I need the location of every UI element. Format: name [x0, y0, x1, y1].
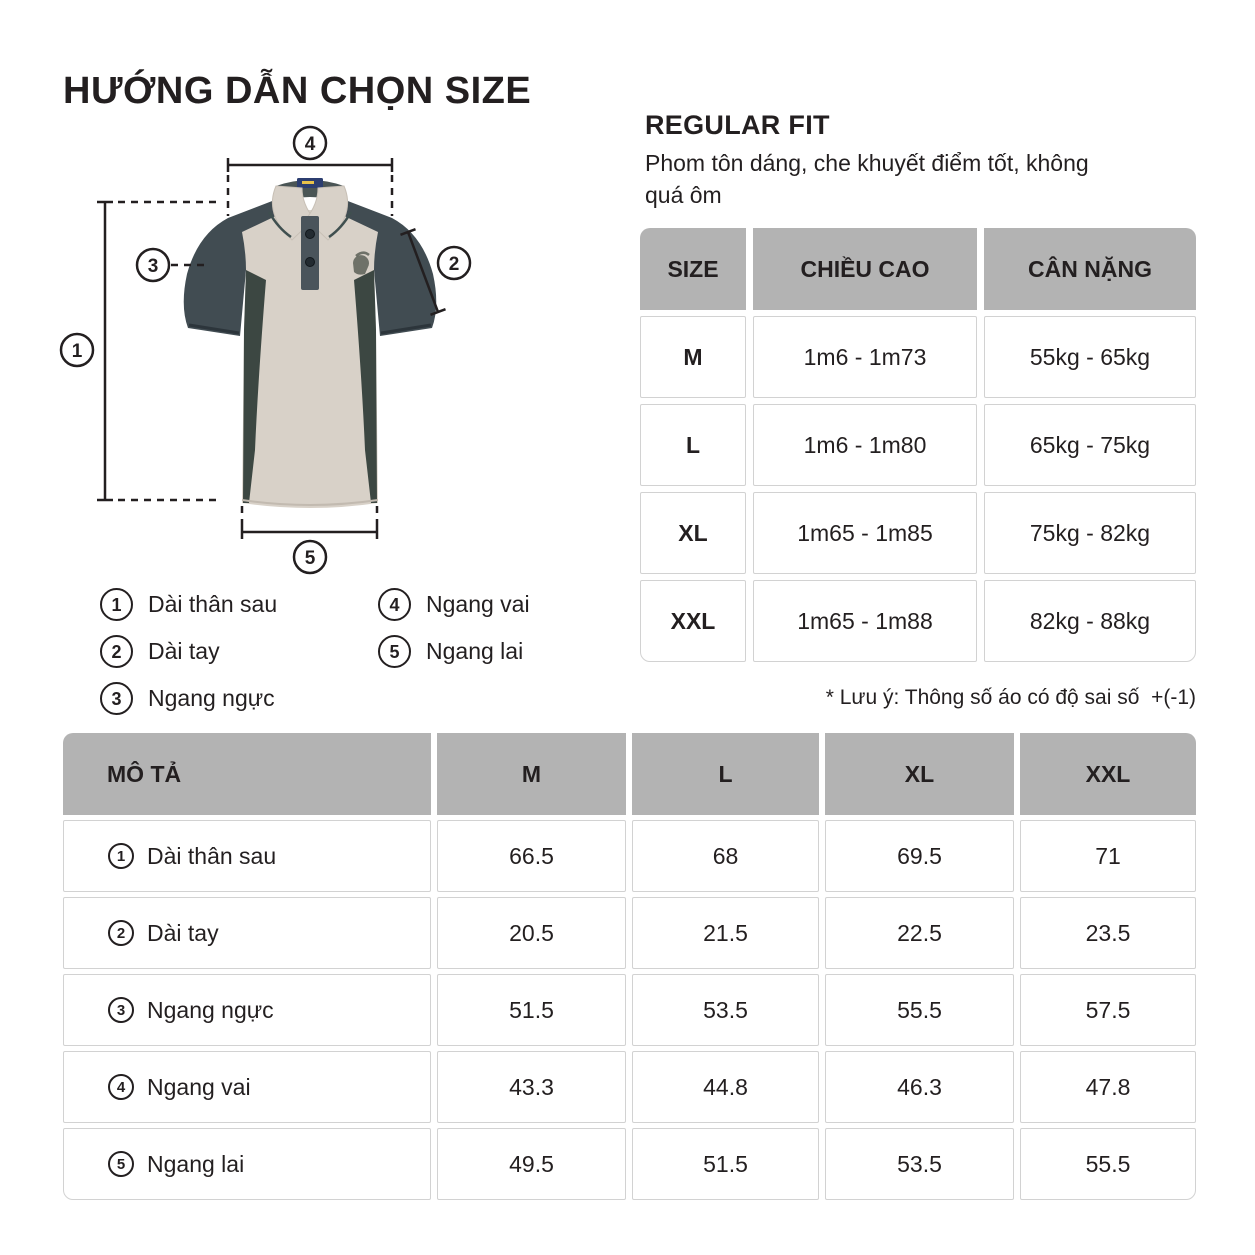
height-cell: 1m6 - 1m80: [753, 404, 977, 486]
measure-header-xl: XL: [825, 733, 1014, 815]
measure-value: 22.5: [825, 897, 1014, 969]
row-label-text: Ngang ngực: [147, 996, 274, 1023]
measurement-annotations: [97, 158, 446, 539]
legend-label-3: Ngang ngực: [148, 685, 275, 711]
measure-value: 23.5: [1020, 897, 1196, 969]
measure-row-label: 4 Ngang vai: [63, 1051, 431, 1123]
legend-item-4: 4 Ngang vai: [378, 588, 530, 621]
size-table-header-height: CHIỀU CAO: [753, 228, 977, 310]
row-label-text: Ngang vai: [147, 1073, 251, 1100]
legend-circle-3: 3: [100, 682, 133, 715]
measure-value: 66.5: [437, 820, 626, 892]
legend-circle-4: 4: [378, 588, 411, 621]
measure-row-label: 3 Ngang ngực: [63, 974, 431, 1046]
legend-label-4: Ngang vai: [426, 591, 530, 617]
measure-value: 55.5: [825, 974, 1014, 1046]
marker-circle-5: [292, 539, 328, 575]
marker-circle-3: [135, 247, 171, 283]
weight-cell: 65kg - 75kg: [984, 404, 1196, 486]
row-circle-5: 5: [108, 1151, 134, 1177]
measure-value: 20.5: [437, 897, 626, 969]
legend-label-2: Dài tay: [148, 638, 220, 664]
row-label-text: Dài thân sau: [147, 842, 277, 869]
marker-2-label: 2: [449, 254, 460, 275]
measure-row-label: 5 Ngang lai: [63, 1128, 431, 1200]
measure-header-xxl: XXL: [1020, 733, 1196, 815]
size-cell: XL: [640, 492, 746, 574]
measure-value: 46.3: [825, 1051, 1014, 1123]
left-side-panel: [243, 270, 266, 503]
measure-value: 51.5: [437, 974, 626, 1046]
measure-value: 43.3: [437, 1051, 626, 1123]
weight-cell: 55kg - 65kg: [984, 316, 1196, 398]
measure-row-label: 1 Dài thân sau: [63, 820, 431, 892]
marker-5-label: 5: [305, 548, 316, 569]
height-cell: 1m6 - 1m73: [753, 316, 977, 398]
measure-header-m: M: [437, 733, 626, 815]
height-cell: 1m65 - 1m88: [753, 580, 977, 662]
legend-item-3: 3 Ngang ngực: [100, 682, 275, 715]
button: [305, 257, 315, 267]
measure-value: 71: [1020, 820, 1196, 892]
measure-value: 55.5: [1020, 1128, 1196, 1200]
size-recommendation-table: SIZE CHIỀU CAO CÂN NẶNG M 1m6 - 1m73 55k…: [640, 228, 1196, 662]
weight-cell: 75kg - 82kg: [984, 492, 1196, 574]
legend-circle-2: 2: [100, 635, 133, 668]
page-title: HƯỚNG DẪN CHỌN SIZE: [63, 70, 532, 112]
polo-measurement-diagram: 4 1 3 2 5: [50, 120, 610, 580]
height-cell: 1m65 - 1m85: [753, 492, 977, 574]
fit-description: Phom tôn dáng, che khuyết điểm tốt, khôn…: [645, 150, 1089, 208]
marker-3-label: 3: [148, 256, 159, 277]
right-side-panel: [354, 270, 377, 503]
placket: [301, 216, 319, 290]
measure-value: 51.5: [632, 1128, 819, 1200]
button: [305, 229, 315, 239]
measure-value: 68: [632, 820, 819, 892]
measure-value: 53.5: [632, 974, 819, 1046]
polo-shirt-illustration: 4 1 3 2 5: [59, 125, 472, 575]
measure-value: 21.5: [632, 897, 819, 969]
marker-1-label: 1: [72, 341, 83, 362]
legend-label-5: Ngang lai: [426, 638, 524, 664]
fit-heading: REGULAR FIT: [645, 110, 830, 140]
row-circle-2: 2: [108, 920, 134, 946]
size-table-header-size: SIZE: [640, 228, 746, 310]
measure-value: 53.5: [825, 1128, 1014, 1200]
row-circle-4: 4: [108, 1074, 134, 1100]
legend-item-5: 5 Ngang lai: [378, 635, 523, 668]
weight-cell: 82kg - 88kg: [984, 580, 1196, 662]
measure-header-l: L: [632, 733, 819, 815]
legend-item-1: 1 Dài thân sau: [100, 588, 277, 621]
measure-value: 69.5: [825, 820, 1014, 892]
marker-circle-1: [59, 332, 95, 368]
shirt-body: [242, 210, 378, 508]
tolerance-note: * Lưu ý: Thông số áo có độ sai số +(-1): [825, 686, 1196, 709]
legend-circle-1: 1: [100, 588, 133, 621]
row-circle-1: 1: [108, 843, 134, 869]
size-cell: L: [640, 404, 746, 486]
measure-value: 49.5: [437, 1128, 626, 1200]
brand-logo: [353, 255, 369, 275]
row-label-text: Ngang lai: [147, 1150, 245, 1177]
legend-item-2: 2 Dài tay: [100, 635, 220, 668]
measure-row-label: 2 Dài tay: [63, 897, 431, 969]
size-cell: XXL: [640, 580, 746, 662]
row-label-text: Dài tay: [147, 919, 219, 946]
measure-value: 44.8: [632, 1051, 819, 1123]
size-table-header-weight: CÂN NẶNG: [984, 228, 1196, 310]
size-cell: M: [640, 316, 746, 398]
marker-circle-2: [436, 245, 472, 281]
marker-4-label: 4: [305, 134, 316, 155]
row-circle-3: 3: [108, 997, 134, 1023]
marker-circle-4: [292, 125, 328, 161]
measure-header-desc: MÔ TẢ: [63, 733, 431, 815]
measurements-table: MÔ TẢ M L XL XXL 1 Dài thân sau 66.5 68 …: [63, 733, 1196, 1200]
measure-value: 47.8: [1020, 1051, 1196, 1123]
marker-circles: 4 1 3 2 5: [59, 125, 472, 575]
measure-value: 57.5: [1020, 974, 1196, 1046]
legend-label-1: Dài thân sau: [148, 591, 278, 617]
legend-circle-5: 5: [378, 635, 411, 668]
